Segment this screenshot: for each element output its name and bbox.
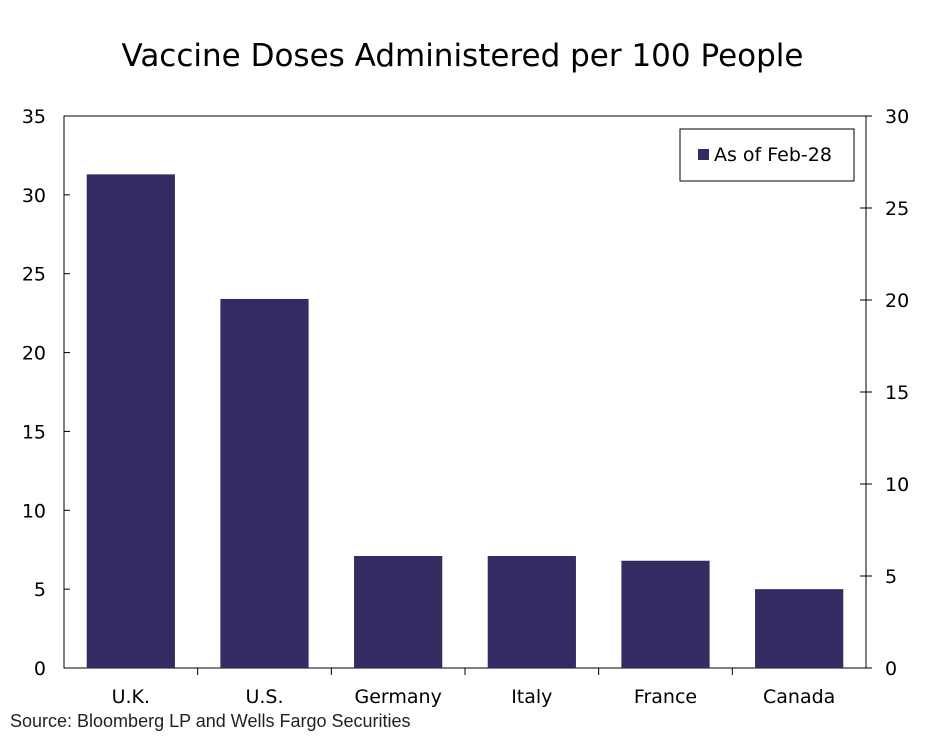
x-tick-label: U.K. (112, 686, 150, 708)
legend-label: As of Feb-28 (714, 144, 832, 166)
plot-frame (63, 115, 867, 669)
y-tick-label: 35 (22, 106, 46, 128)
y-tick-label: 25 (22, 264, 46, 286)
chart-title: Vaccine Doses Administered per 100 Peopl… (121, 38, 804, 74)
legend-swatch (698, 149, 709, 160)
y2-tick-label: 15 (885, 382, 909, 404)
source-note: Source: Bloomberg LP and Wells Fargo Sec… (10, 711, 411, 731)
bar (354, 556, 443, 668)
y-tick-label: 15 (22, 421, 46, 443)
y2-tick-label: 25 (885, 198, 909, 220)
y2-tick-label: 10 (885, 474, 909, 496)
bar (86, 174, 175, 668)
y-tick-label: 10 (22, 500, 46, 522)
x-tick-label: France (634, 686, 697, 708)
y-tick-label: 5 (34, 579, 46, 601)
y-tick-label: 30 (22, 185, 46, 207)
bar (487, 556, 576, 668)
y2-tick-label: 20 (885, 290, 909, 312)
y-tick-label: 0 (34, 658, 46, 680)
y2-tick-label: 0 (885, 658, 897, 680)
y2-tick-label: 5 (885, 566, 897, 588)
y-tick-label: 20 (22, 343, 46, 365)
x-tick-label: Italy (511, 686, 552, 708)
bar (621, 560, 710, 668)
x-tick-label: Germany (355, 686, 442, 708)
x-tick-label: U.S. (245, 686, 283, 708)
bar (220, 298, 309, 668)
y2-tick-label: 30 (885, 106, 909, 128)
x-tick-label: Canada (763, 686, 835, 708)
bar (755, 589, 844, 668)
